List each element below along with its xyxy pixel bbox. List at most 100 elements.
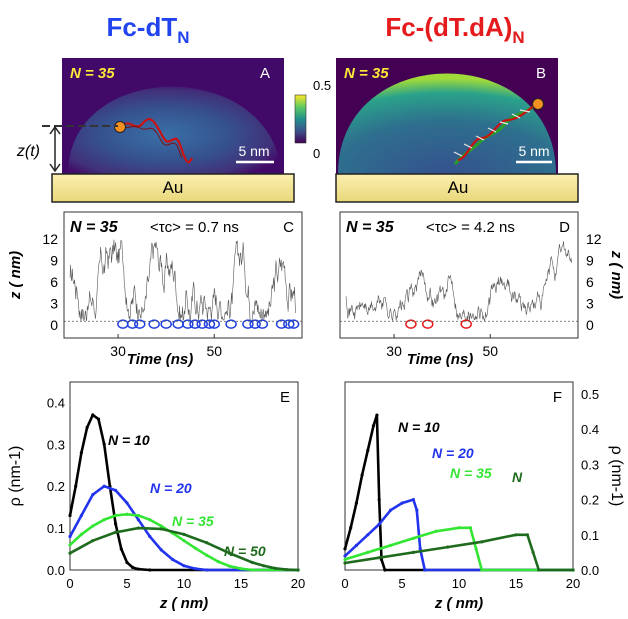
xlabel-e: z ( nm) bbox=[159, 595, 208, 612]
density-point bbox=[148, 518, 152, 522]
ylabel-c: z ( nm) bbox=[7, 251, 24, 300]
xtick-label: 5 bbox=[123, 576, 130, 591]
density-point bbox=[250, 560, 254, 565]
xtick-label: 20 bbox=[566, 576, 580, 591]
density-point bbox=[68, 534, 72, 539]
density-point bbox=[131, 565, 135, 570]
density-point bbox=[74, 484, 78, 488]
density-point bbox=[205, 568, 209, 572]
ytick-label: 0 bbox=[586, 317, 594, 333]
gold-surface-a bbox=[51, 173, 295, 203]
density-point bbox=[571, 568, 575, 572]
tau-label-c: <τc> = 0.7 ns bbox=[150, 219, 239, 236]
density-point bbox=[480, 540, 484, 544]
density-point bbox=[480, 568, 484, 572]
density-point bbox=[343, 561, 347, 565]
dna-strand-a2 bbox=[121, 125, 183, 159]
n-label-c: N = 35 bbox=[70, 219, 119, 236]
density-point bbox=[250, 568, 254, 572]
panel-label-f: F bbox=[553, 389, 562, 406]
xtick-label: 30 bbox=[110, 343, 126, 359]
contact-marker bbox=[189, 319, 201, 329]
ytick-label: 9 bbox=[50, 253, 58, 269]
contact-markers-c bbox=[117, 319, 300, 329]
ytick-label: 0.4 bbox=[47, 395, 65, 410]
contact-marker bbox=[460, 319, 472, 329]
density-point bbox=[366, 550, 370, 555]
density-point bbox=[136, 567, 140, 571]
density-point bbox=[418, 547, 422, 551]
contact-marker bbox=[256, 319, 269, 329]
density-point bbox=[125, 560, 129, 565]
density-point bbox=[360, 473, 364, 477]
series-label: N = 50 bbox=[224, 543, 266, 559]
density-point bbox=[354, 501, 358, 505]
density-point bbox=[85, 425, 89, 430]
contact-marker bbox=[275, 319, 288, 329]
density-point bbox=[377, 522, 381, 526]
n-label-b: N = 35 bbox=[344, 65, 389, 82]
xtick-label: 50 bbox=[206, 343, 222, 359]
density-point bbox=[343, 547, 347, 551]
density-point bbox=[114, 522, 118, 526]
ytick-label: 0.2 bbox=[47, 479, 65, 494]
n-label-d: N = 35 bbox=[346, 219, 395, 236]
tau-label-d: <τc> = 4.2 ns bbox=[426, 219, 515, 236]
density-point bbox=[182, 539, 186, 543]
density-point bbox=[446, 545, 450, 549]
series-label: N = 35 bbox=[172, 513, 214, 529]
density-point bbox=[371, 424, 376, 428]
series-e: N = 10 N = 20 N = 35 N = 50 bbox=[68, 413, 300, 572]
contact-marker bbox=[182, 319, 194, 329]
density-point bbox=[375, 413, 379, 417]
series-label: N = 35 bbox=[450, 465, 492, 481]
trace-c bbox=[69, 239, 296, 322]
density-point bbox=[125, 512, 129, 516]
scalebar-label-a: 5 nm bbox=[238, 143, 269, 159]
au-label-a: Au bbox=[163, 178, 184, 197]
density-point bbox=[228, 564, 232, 568]
ylabel-e: ρ (nm-1) bbox=[7, 446, 24, 507]
density-point bbox=[411, 536, 415, 540]
density-point bbox=[273, 566, 277, 570]
ytick-label: 12 bbox=[42, 231, 58, 247]
density-point bbox=[148, 568, 152, 572]
density-point bbox=[91, 413, 95, 417]
density-point bbox=[159, 527, 163, 531]
density-point bbox=[389, 543, 393, 547]
contact-marker bbox=[242, 319, 254, 329]
contact-marker bbox=[208, 319, 221, 329]
n-label-a: N = 35 bbox=[70, 65, 115, 82]
density-point bbox=[96, 417, 101, 421]
density-point bbox=[136, 518, 140, 522]
density-point bbox=[377, 556, 381, 560]
density-point bbox=[377, 498, 381, 502]
density-point bbox=[68, 551, 72, 555]
series-label: N = 20 bbox=[150, 480, 192, 496]
density-point bbox=[79, 513, 83, 518]
ytick-label: 0.0 bbox=[581, 563, 599, 578]
panel-b: Au N = 35 B 5 nm bbox=[335, 58, 579, 203]
axes-e: 0.0 0.1 0.2 0.3 0.4 0 5 10 15 20 bbox=[47, 395, 305, 591]
xtick-label: 20 bbox=[291, 576, 305, 591]
trace-line bbox=[345, 241, 572, 322]
contact-marker bbox=[203, 319, 216, 329]
gold-surface-b bbox=[335, 173, 579, 203]
density-point bbox=[296, 568, 300, 572]
density-point bbox=[400, 501, 404, 505]
contact-marker bbox=[148, 319, 160, 329]
density-point bbox=[159, 524, 163, 528]
density-point bbox=[193, 546, 197, 550]
density-point bbox=[171, 557, 175, 562]
ylabel-f: ρ (nm-1) bbox=[608, 446, 625, 507]
density-point bbox=[525, 533, 530, 537]
series-label: N = 20 bbox=[432, 445, 474, 461]
xtick-label: 15 bbox=[509, 576, 523, 591]
density-point bbox=[68, 543, 72, 547]
density-point bbox=[119, 547, 123, 551]
density-point bbox=[159, 548, 163, 552]
density-point bbox=[79, 451, 83, 455]
ytick-label: 0.5 bbox=[581, 387, 599, 402]
ytick-label: 6 bbox=[50, 274, 58, 290]
